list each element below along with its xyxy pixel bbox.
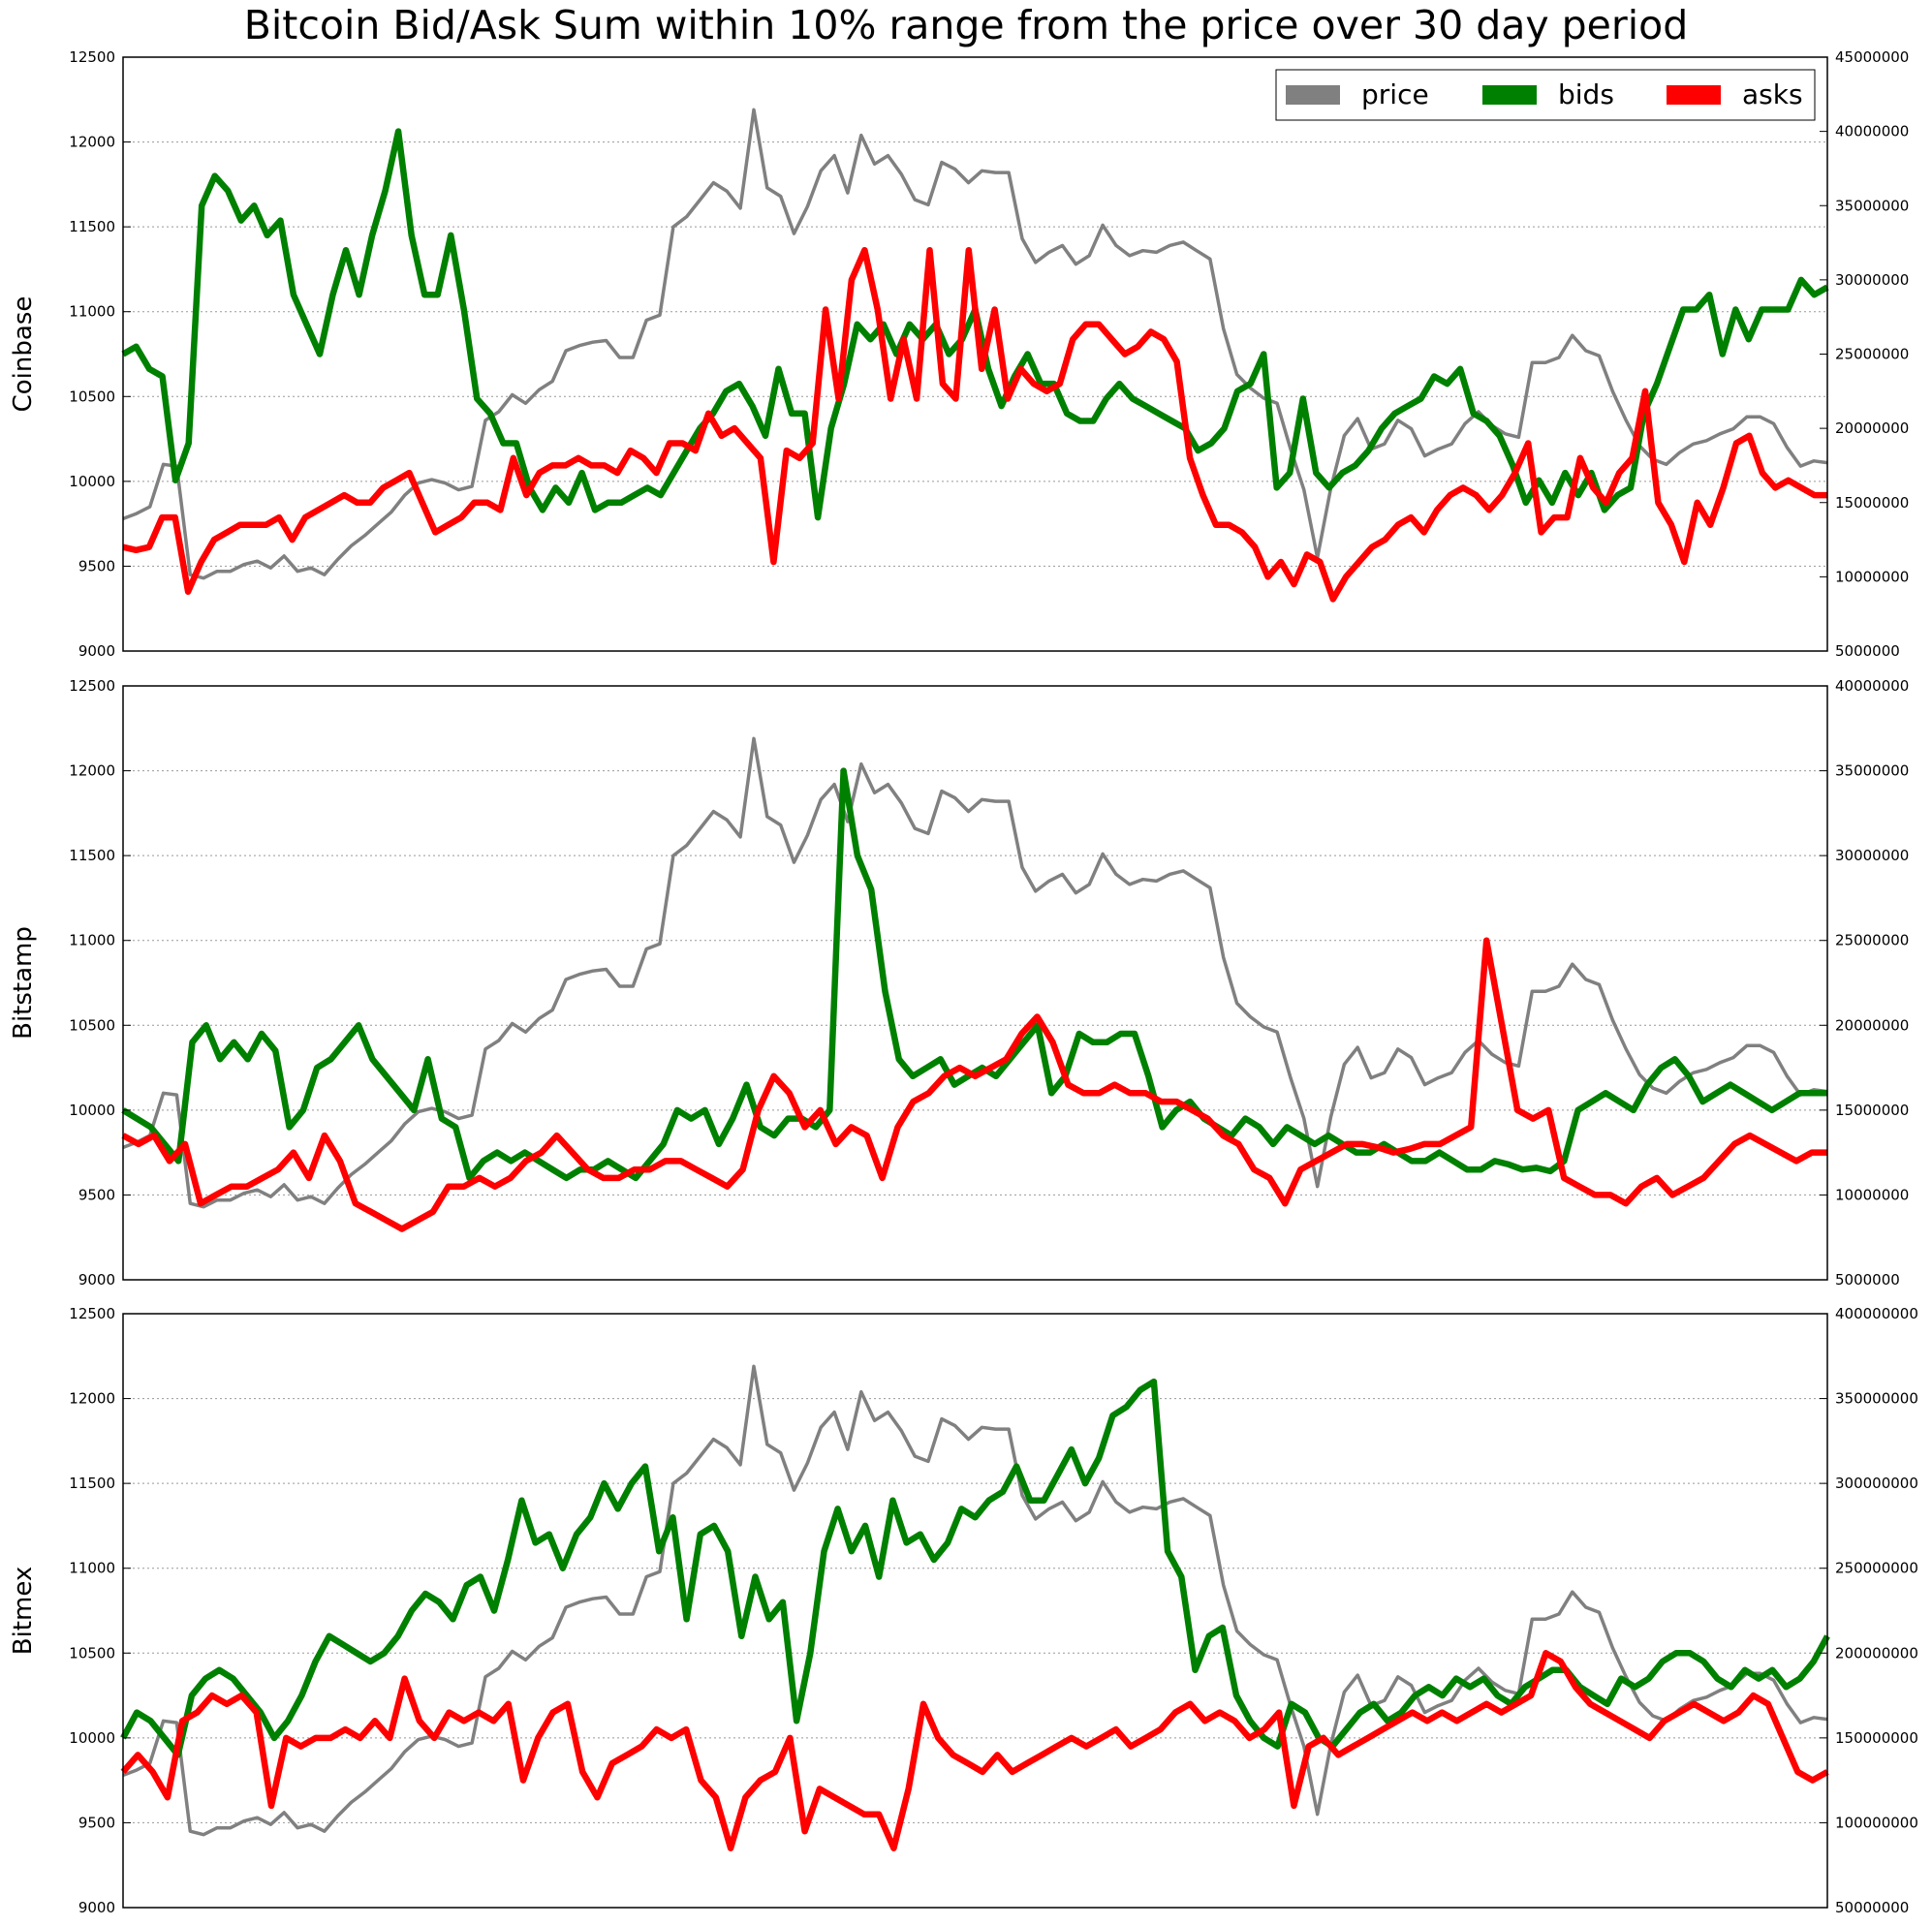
legend: price bids asks: [1275, 69, 1816, 121]
left-tick-label: 11000: [69, 303, 115, 321]
right-tick-label: 40000000: [1835, 677, 1909, 695]
series-line-asks: [120, 1650, 1829, 1851]
plot-frame: [122, 56, 1828, 652]
left-tick-label: 9000: [78, 1899, 115, 1916]
right-tick-label: 400000000: [1835, 1305, 1918, 1322]
legend-label-price: price: [1361, 78, 1429, 110]
left-tick-label: 12000: [69, 1390, 115, 1408]
left-tick-label: 12000: [69, 134, 115, 151]
y-axis-label: Bitmex: [9, 1567, 38, 1656]
left-tick-label: 11500: [69, 218, 115, 235]
panel-bitstamp: 9000 9500 10000 10500 11000 11500 12000 12500 50…: [9, 677, 1909, 1289]
right-tick-label: 30000000: [1835, 847, 1909, 864]
series-line-asks: [122, 246, 1827, 603]
left-tick-label: 12500: [69, 1305, 115, 1322]
legend-swatch-bids: [1482, 85, 1537, 105]
series-line-price: [122, 108, 1828, 580]
plot-frame: [122, 685, 1828, 1281]
legend-swatch-asks: [1667, 85, 1721, 105]
panel-bitmex: 9000 9500 10000 10500 11000 11500 12000 12500 50…: [9, 1305, 1918, 1916]
right-tick-label: 20000000: [1835, 419, 1909, 437]
right-tick-label: 35000000: [1835, 762, 1909, 780]
series-line-bids: [120, 1378, 1830, 1758]
left-tick-label: 9500: [78, 557, 115, 575]
right-tick-label: 250000000: [1835, 1560, 1918, 1577]
right-tick-label: 150000000: [1835, 1729, 1918, 1747]
right-tick-label: 25000000: [1835, 932, 1909, 949]
left-tick-label: 12500: [69, 677, 115, 695]
right-tick-label: 5000000: [1835, 642, 1900, 660]
panel-coinbase: 9000 9500 10000 10500 11000 11500 12000 12500 50…: [9, 48, 1909, 660]
legend-frame: [1275, 69, 1816, 121]
right-tick-label: 100000000: [1835, 1814, 1918, 1831]
right-tick-label: 15000000: [1835, 1102, 1909, 1119]
chart-title: Bitcoin Bid/Ask Sum within 10% range fro…: [243, 2, 1689, 48]
legend-swatch-price: [1286, 85, 1340, 105]
left-tick-label: 10000: [69, 1729, 115, 1747]
right-tick-label: 5000000: [1835, 1271, 1900, 1289]
left-tick-label: 12500: [69, 48, 115, 66]
left-tick-label: 11500: [69, 1475, 115, 1492]
right-tick-label: 10000000: [1835, 568, 1909, 585]
left-tick-label: 11000: [69, 1560, 115, 1577]
series-line-asks: [121, 937, 1827, 1232]
left-tick-label: 9500: [78, 1186, 115, 1203]
series-line-bids: [121, 767, 1827, 1182]
right-tick-label: 35000000: [1835, 197, 1909, 214]
plot-frame: [122, 1313, 1828, 1909]
left-tick-label: 10500: [69, 1016, 115, 1034]
left-tick-label: 12000: [69, 762, 115, 780]
left-tick-label: 10000: [69, 473, 115, 490]
right-tick-label: 45000000: [1835, 48, 1909, 66]
legend-label-bids: bids: [1558, 78, 1614, 110]
right-tick-label: 10000000: [1835, 1186, 1909, 1203]
series-line-price: [122, 736, 1828, 1209]
right-tick-label: 300000000: [1835, 1475, 1918, 1492]
left-tick-label: 10000: [69, 1102, 115, 1119]
legend-label-asks: asks: [1742, 78, 1803, 110]
right-tick-label: 20000000: [1835, 1016, 1909, 1034]
series-line-price: [122, 1364, 1828, 1837]
right-tick-label: 40000000: [1835, 123, 1909, 140]
right-tick-label: 200000000: [1835, 1644, 1918, 1662]
left-tick-label: 10500: [69, 1644, 115, 1662]
left-tick-label: 9000: [78, 1271, 115, 1289]
right-tick-label: 50000000: [1835, 1899, 1909, 1916]
left-tick-label: 11000: [69, 932, 115, 949]
right-tick-label: 15000000: [1835, 494, 1909, 512]
left-tick-label: 9500: [78, 1814, 115, 1831]
right-tick-label: 30000000: [1835, 271, 1909, 289]
right-tick-label: 350000000: [1835, 1390, 1918, 1408]
left-tick-label: 10500: [69, 388, 115, 405]
right-tick-label: 25000000: [1835, 346, 1909, 363]
left-tick-label: 11500: [69, 847, 115, 864]
y-axis-label: Bitstamp: [9, 926, 38, 1040]
y-axis-label: Coinbase: [9, 296, 38, 413]
left-tick-label: 9000: [78, 642, 115, 660]
